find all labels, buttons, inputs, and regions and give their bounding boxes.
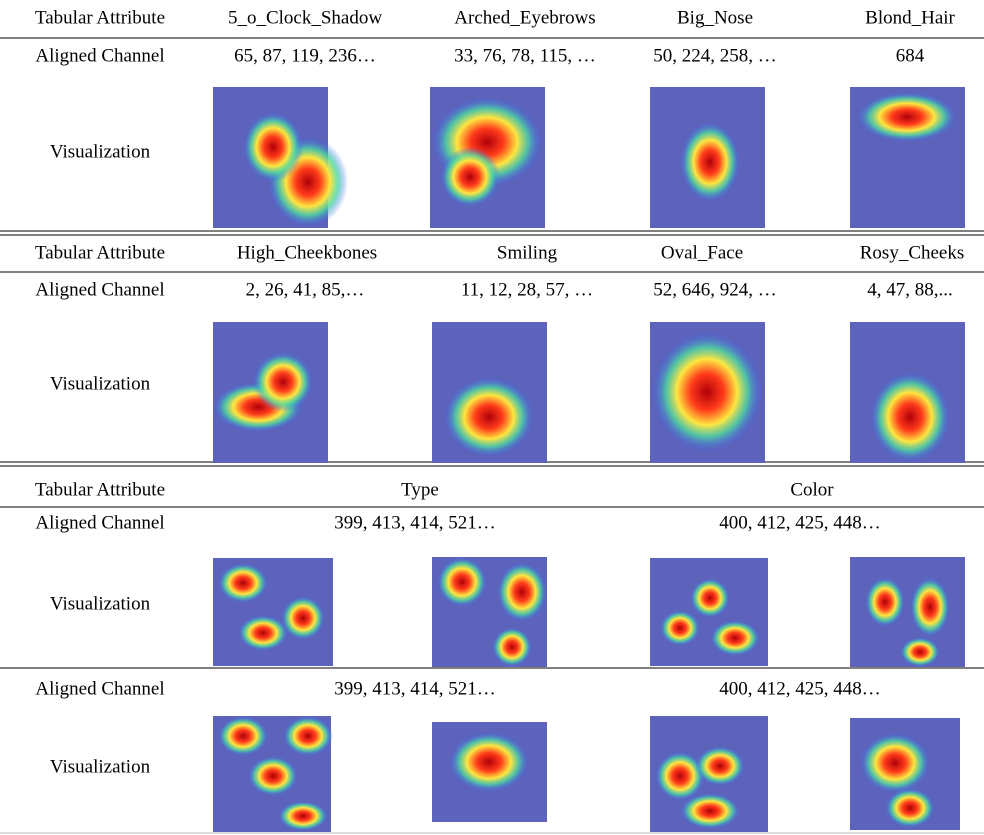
heatmap-blob: [440, 147, 500, 207]
heatmap-blob: [437, 557, 487, 607]
heatmap-blob: [860, 733, 930, 793]
cell-text: Oval_Face: [661, 242, 743, 263]
cell-text: 52, 646, 924, …: [653, 279, 777, 300]
row-label: Aligned Channel: [35, 45, 164, 66]
cell-text: 400, 412, 425, 448…: [719, 678, 881, 699]
row-label: Visualization: [50, 756, 151, 777]
heatmap-blob: [218, 563, 268, 603]
cell-text: 2, 26, 41, 85,…: [246, 279, 365, 300]
heatmap-blob: [660, 610, 700, 646]
heatmap-blob: [449, 732, 529, 792]
cell-text: Color: [790, 479, 834, 500]
cell-text: Rosy_Cheeks: [860, 242, 965, 263]
heatmap-blob: [885, 788, 935, 828]
cell-text: Type: [401, 479, 439, 500]
heatmap-blob: [281, 596, 325, 640]
cell-text: Arched_Eyebrows: [454, 7, 595, 28]
figure-table: Tabular Attribute 5_o_Clock_Shadow Arched_…: [0, 0, 984, 835]
row-label: Tabular Attribute: [35, 242, 165, 263]
heatmap-blob: [238, 615, 288, 651]
heatmap-blob: [497, 562, 547, 622]
row-label: Aligned Channel: [35, 512, 164, 533]
heatmap-blob: [870, 372, 950, 462]
cell-text: 684: [896, 45, 925, 66]
cell-text: Big_Nose: [677, 7, 753, 28]
heatmap-blob: [218, 716, 268, 756]
cell-text: Smiling: [497, 242, 558, 263]
cell-text: 399, 413, 414, 521…: [334, 678, 496, 699]
row-label: Tabular Attribute: [35, 7, 165, 28]
cell-text: 11, 12, 28, 57, …: [461, 279, 593, 300]
heatmap-blob: [680, 793, 740, 829]
cell-text: Blond_Hair: [865, 7, 955, 28]
heatmap-blob: [492, 627, 532, 667]
heatmap-blob: [253, 352, 313, 412]
row-label: Visualization: [50, 593, 151, 614]
heatmap-blob: [695, 746, 745, 786]
cell-text: 65, 87, 119, 236…: [234, 45, 376, 66]
cell-text: 399, 413, 414, 521…: [334, 512, 496, 533]
heatmap-blob: [444, 377, 534, 457]
row-label: Aligned Channel: [35, 678, 164, 699]
cell-text: 5_o_Clock_Shadow: [228, 7, 382, 28]
cell-text: 33, 76, 78, 115, …: [454, 45, 596, 66]
row-label: Visualization: [50, 373, 151, 394]
heatmap-blob: [680, 122, 740, 202]
heatmap-blob: [710, 620, 760, 656]
heatmap-blob: [865, 577, 905, 627]
heatmap-blob: [278, 801, 328, 831]
cell-text: 400, 412, 425, 448…: [719, 512, 881, 533]
heatmap-blob: [910, 577, 950, 637]
heatmap-blob: [283, 716, 333, 756]
row-label: Tabular Attribute: [35, 479, 165, 500]
cell-text: 4, 47, 88,...: [867, 279, 953, 300]
heatmap-blob: [857, 92, 957, 142]
cell-text: 50, 224, 258, …: [653, 45, 777, 66]
heatmap-blob: [652, 332, 762, 452]
heatmap-blob: [248, 756, 298, 796]
heatmap-blob: [690, 578, 730, 618]
row-label: Aligned Channel: [35, 279, 164, 300]
heatmap-blob: [900, 637, 940, 667]
cell-text: High_Cheekbones: [237, 242, 377, 263]
row-label: Visualization: [50, 141, 151, 162]
heatmap-blob: [243, 112, 303, 182]
